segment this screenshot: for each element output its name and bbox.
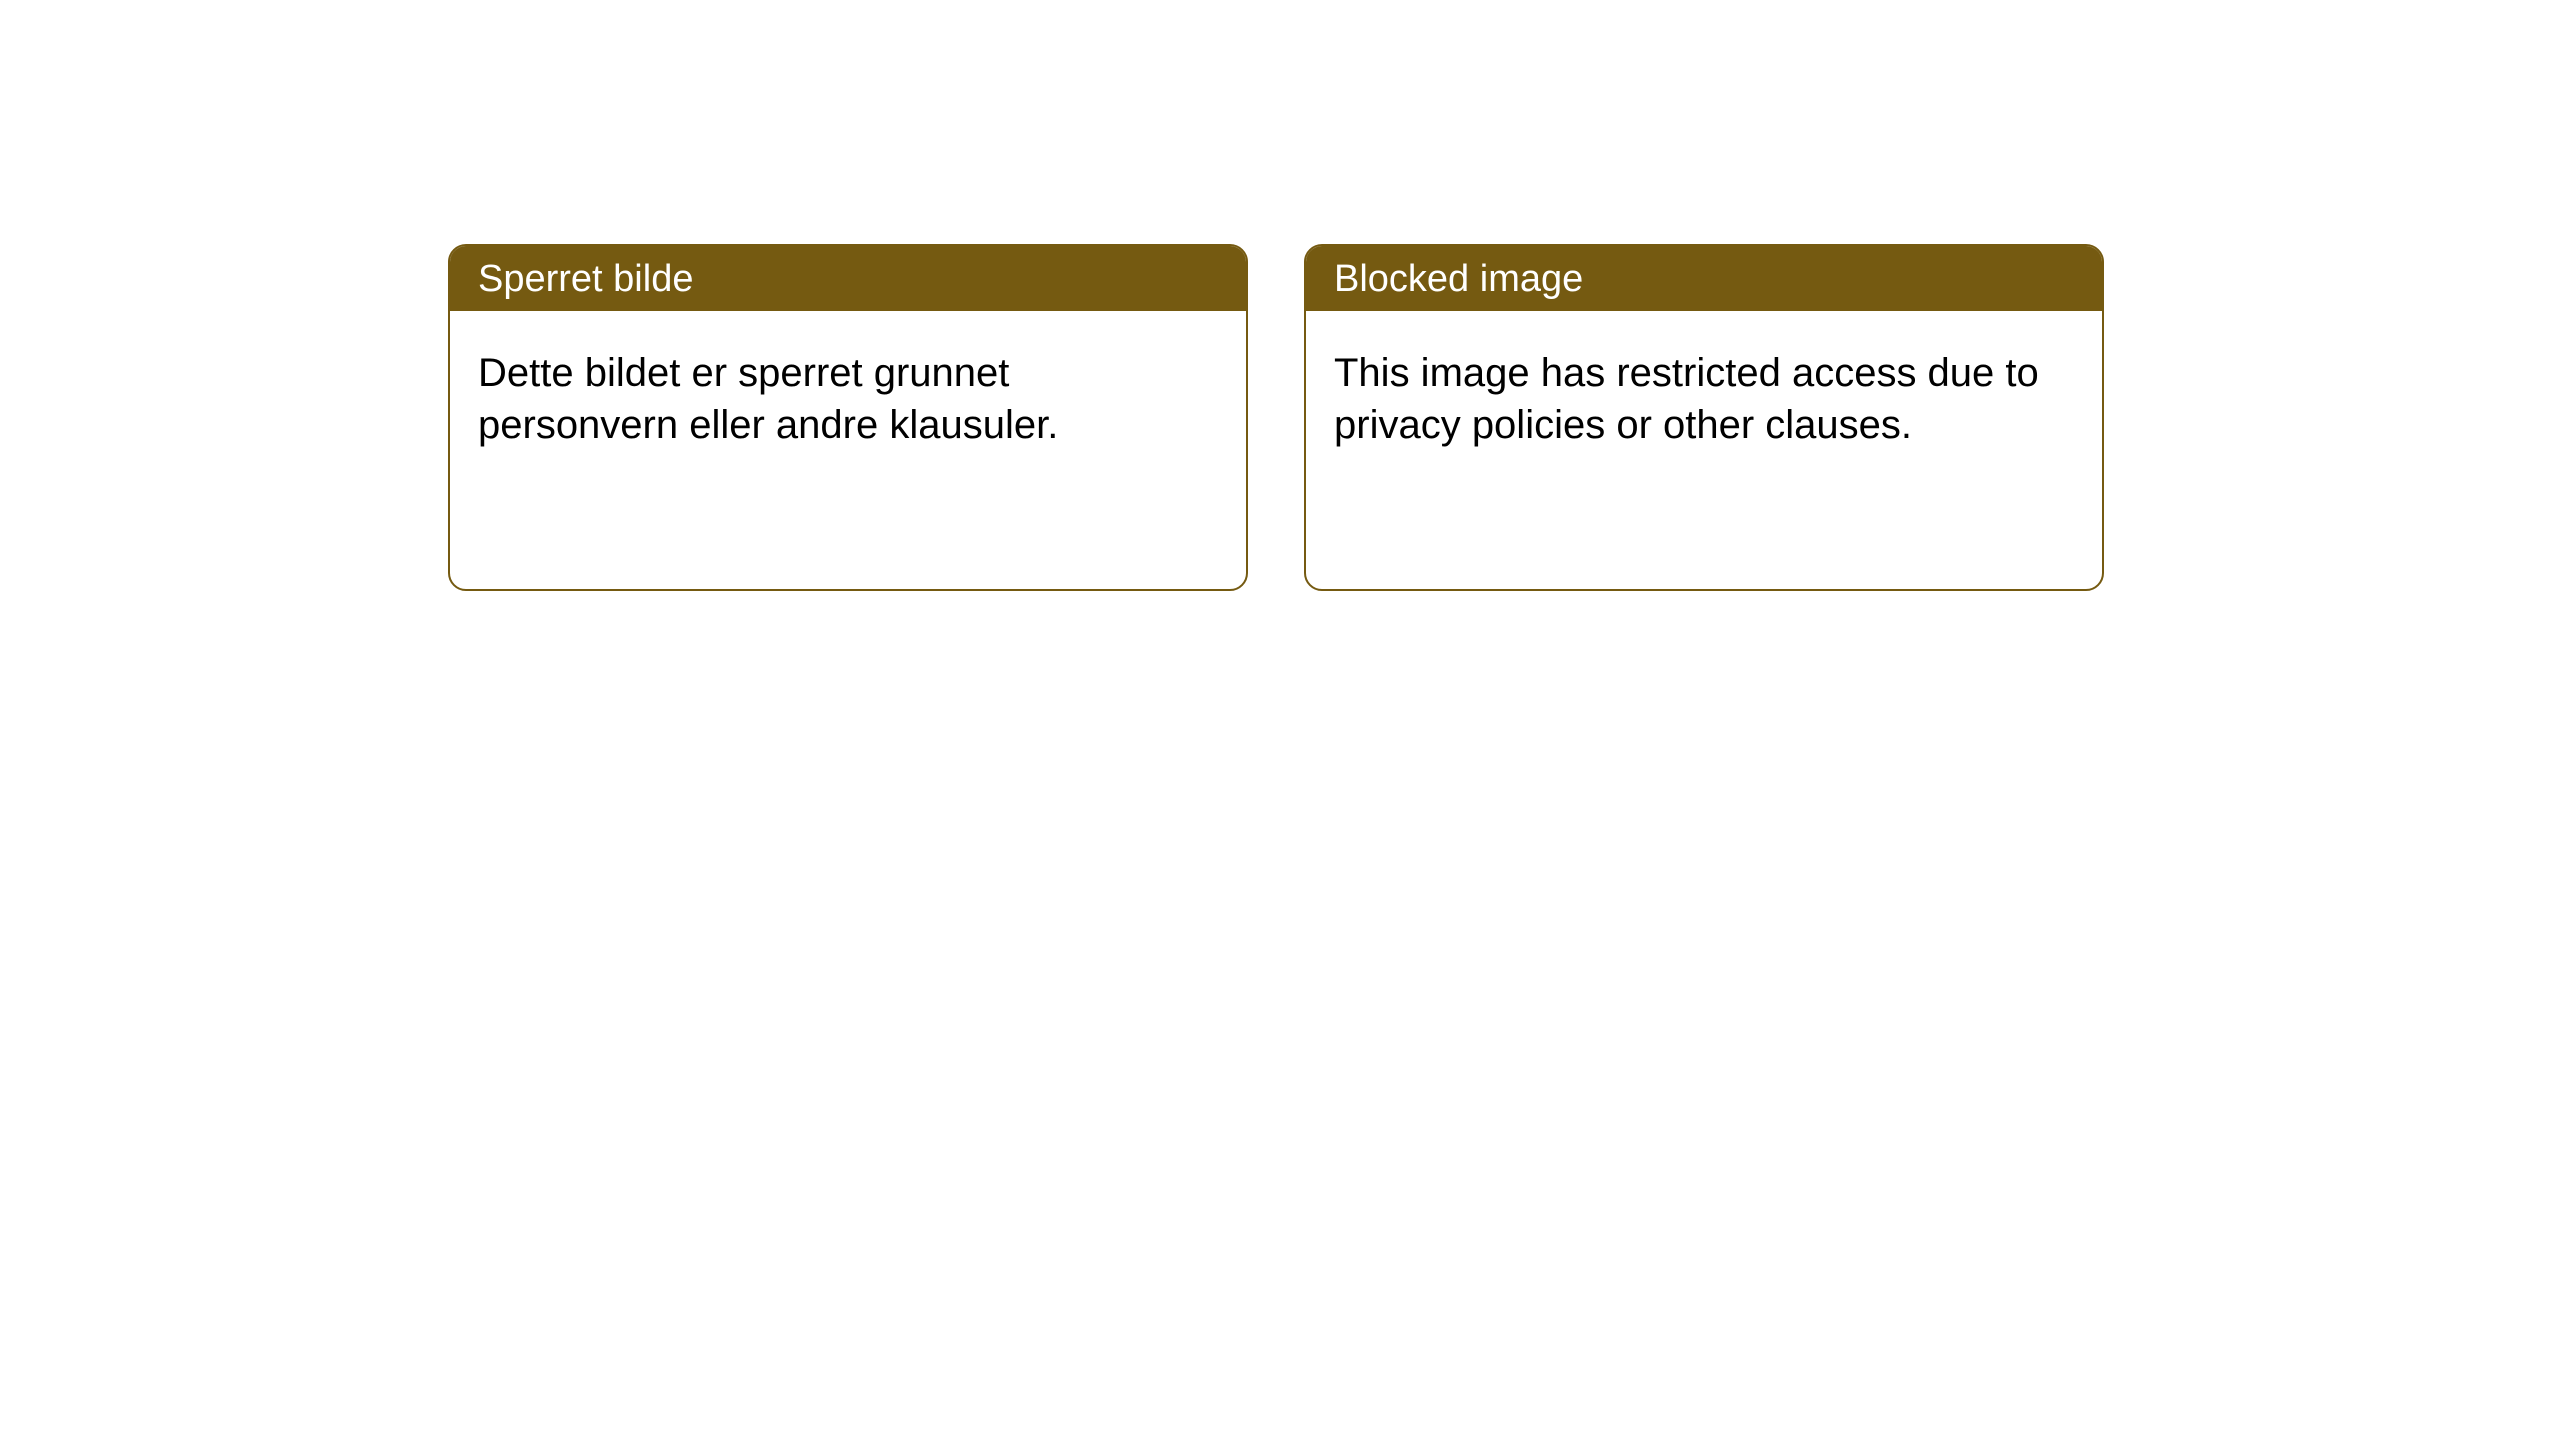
notice-body: This image has restricted access due to … (1306, 311, 2102, 589)
notice-body-text: Dette bildet er sperret grunnet personve… (478, 351, 1058, 447)
notice-header: Sperret bilde (450, 246, 1246, 311)
notice-body-text: This image has restricted access due to … (1334, 351, 2039, 447)
notice-container: Sperret bilde Dette bildet er sperret gr… (0, 0, 2560, 591)
notice-title: Sperret bilde (478, 258, 693, 300)
notice-title: Blocked image (1334, 258, 1583, 300)
notice-card-norwegian: Sperret bilde Dette bildet er sperret gr… (448, 244, 1248, 591)
notice-card-english: Blocked image This image has restricted … (1304, 244, 2104, 591)
notice-header: Blocked image (1306, 246, 2102, 311)
notice-body: Dette bildet er sperret grunnet personve… (450, 311, 1246, 589)
